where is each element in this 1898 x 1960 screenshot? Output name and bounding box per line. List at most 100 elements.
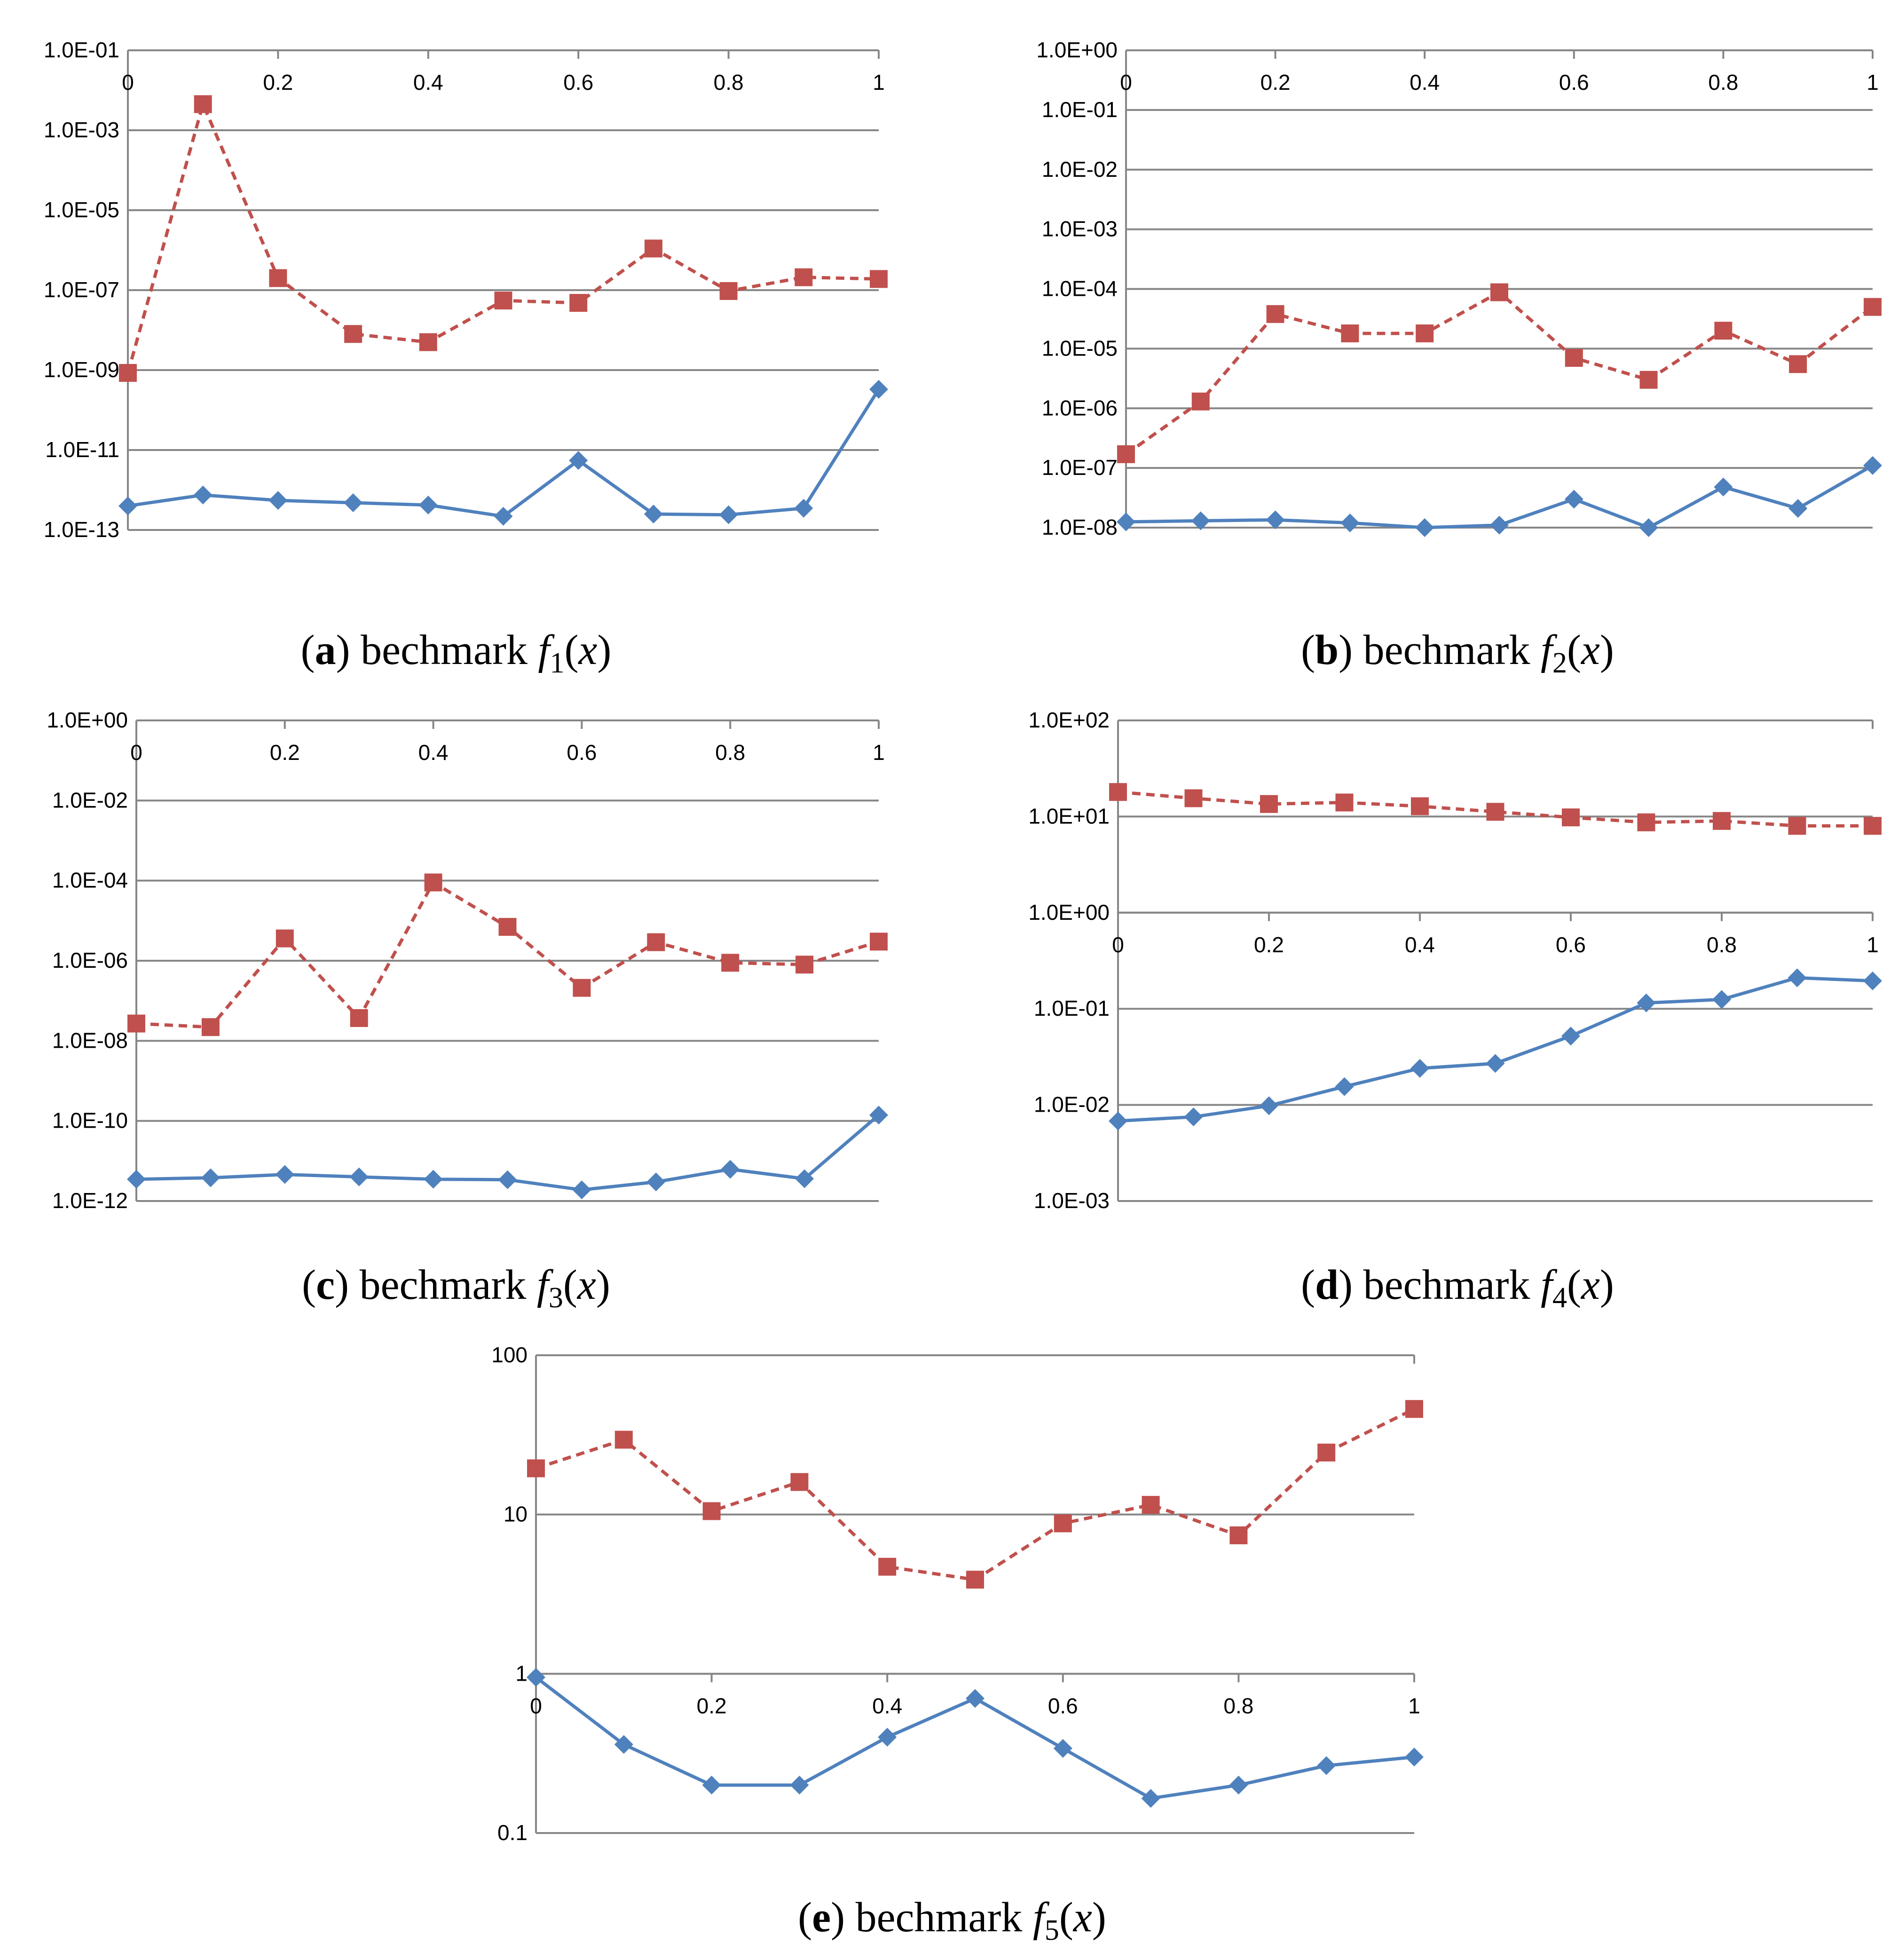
y-tick-label: 1.0E-10 (52, 1108, 128, 1133)
series-1-point (1109, 1111, 1127, 1130)
series-1-point (1117, 512, 1135, 531)
y-tick-label: 1.0E-07 (1042, 455, 1118, 480)
series-1-point (1340, 513, 1360, 532)
x-tick-label: 0 (130, 740, 142, 765)
x-tick-label: 0 (530, 1693, 542, 1718)
caption-d-sub: 4 (1552, 1282, 1567, 1314)
caption-d: (d) bechmark f4(x) (1301, 1262, 1614, 1314)
series-2-point (1142, 1496, 1160, 1514)
series-2-point (1260, 795, 1278, 813)
series-2-point (1341, 324, 1359, 342)
series-2-point (1490, 283, 1508, 301)
series-2-point (1416, 324, 1434, 342)
caption-b-letter: b (1315, 627, 1339, 673)
series-2-point (1864, 298, 1882, 316)
series-1-point (275, 1165, 294, 1184)
series-1-point (1405, 1747, 1424, 1767)
series-2-point (1562, 808, 1580, 827)
x-tick-label: 0.8 (715, 740, 745, 765)
series-1-point (1863, 456, 1882, 475)
series-1-point (349, 1167, 369, 1186)
series-1-point (966, 1689, 984, 1708)
series-1-point (1184, 1107, 1203, 1127)
x-tick-label: 0.2 (263, 70, 293, 95)
series-1-point (569, 451, 588, 470)
series-1-line (1118, 976, 1873, 1123)
series-1-point (1490, 515, 1509, 535)
series-2-point (1317, 1443, 1336, 1462)
series-1-point (424, 1170, 443, 1189)
y-tick-label: 1.0E-08 (1042, 515, 1118, 539)
series-2-point (870, 270, 888, 288)
y-tick-label: 1.0E-08 (52, 1028, 128, 1052)
series-2-point (119, 364, 137, 382)
series-2-point (644, 239, 662, 258)
series-2-point (276, 929, 294, 948)
chart-c: 1.0E-12 1.0E-10 1.0E-08 1.0E-06 1.0E-04 1.0E-… (47, 708, 888, 1213)
caption-c-text: bechmark (359, 1262, 527, 1308)
y-tick-label: 1.0E-03 (1042, 217, 1118, 241)
series-2-point (419, 333, 437, 351)
series-1-point (1335, 1077, 1354, 1096)
y-tick-label: 1.0E-05 (44, 198, 119, 222)
series-1-point (494, 506, 513, 526)
x-tick-label: 0.8 (1707, 933, 1737, 957)
caption-d-letter: d (1315, 1262, 1339, 1308)
x-tick-label: 0.6 (567, 740, 597, 765)
series-2-point (795, 268, 813, 286)
y-tick-label: 1.0E-01 (44, 38, 119, 62)
series-2-point (1109, 783, 1127, 801)
x-tick-label: 0.6 (1556, 933, 1586, 957)
series-1-point (790, 1776, 809, 1795)
x-tick-label: 0.2 (270, 740, 300, 765)
series-2-point (647, 933, 665, 951)
caption-c-letter: c (316, 1262, 335, 1308)
chart-e: 0.1 1 10 100 0 0.2 0.4 0.6 0.8 1 (491, 1343, 1424, 1845)
series-2-point (1864, 817, 1882, 835)
series-1-point (1410, 1059, 1429, 1078)
series-1-point (1788, 968, 1807, 988)
chart-a: 1.0E-13 1.0E-11 1.0E-09 1.0E-07 1.0E-05 1.0E-… (44, 38, 888, 542)
caption-e-sub: 5 (1044, 1914, 1059, 1946)
y-tick-label: 1.0E-03 (44, 118, 119, 142)
series-1-point (193, 485, 213, 505)
y-tick-label: 1.0E-02 (52, 788, 128, 812)
series-2-point (127, 1014, 145, 1033)
caption-c-arg: x (577, 1262, 596, 1308)
x-tick-label: 0.6 (563, 70, 593, 95)
series-2-point (795, 956, 814, 974)
series-1-point (644, 505, 663, 524)
y-tick-label: 0.1 (497, 1820, 528, 1845)
series-1-point (1317, 1756, 1336, 1775)
x-tick-label: 1 (873, 70, 885, 95)
series-1-point (795, 1169, 814, 1188)
y-tick-label: 1.0E-02 (1034, 1092, 1110, 1117)
series-1-point (268, 491, 288, 510)
series-1-point (527, 1668, 545, 1687)
series-2-point (1184, 789, 1203, 807)
caption-e-text: bechmark (855, 1894, 1023, 1941)
x-tick-label: 0.2 (697, 1693, 727, 1718)
series-2-point (1639, 371, 1658, 389)
series-2-point (719, 282, 738, 300)
series-2-point (1411, 797, 1429, 815)
caption-e: (e) bechmark f5(x) (798, 1894, 1106, 1946)
y-tick-label: 1.0E-11 (45, 437, 119, 462)
series-2-line (1125, 291, 1874, 456)
caption-c-fn: f (536, 1262, 549, 1308)
series-1-point (127, 1170, 146, 1189)
chart-b: 1.0E-08 1.0E-07 1.0E-06 1.0E-05 1.0E-04 1.0E-… (1036, 38, 1882, 539)
x-tick-label: 1 (1866, 933, 1879, 957)
y-tick-label: 1.0E-06 (1042, 395, 1118, 420)
series-1-point (201, 1168, 220, 1187)
series-2-point (1191, 392, 1210, 411)
series-2-point (424, 873, 442, 892)
y-tick-label: 1.0E-06 (52, 948, 128, 972)
series-1-point (418, 496, 438, 515)
caption-e-letter: e (812, 1894, 831, 1941)
caption-b-fn: f (1540, 627, 1552, 673)
series-1-point (794, 498, 813, 518)
chart-d: 1.0E-03 1.0E-02 1.0E-01 1.0E+00 1.0E+01 1.0E+… (1028, 708, 1882, 1213)
series-2-point (527, 1459, 545, 1478)
